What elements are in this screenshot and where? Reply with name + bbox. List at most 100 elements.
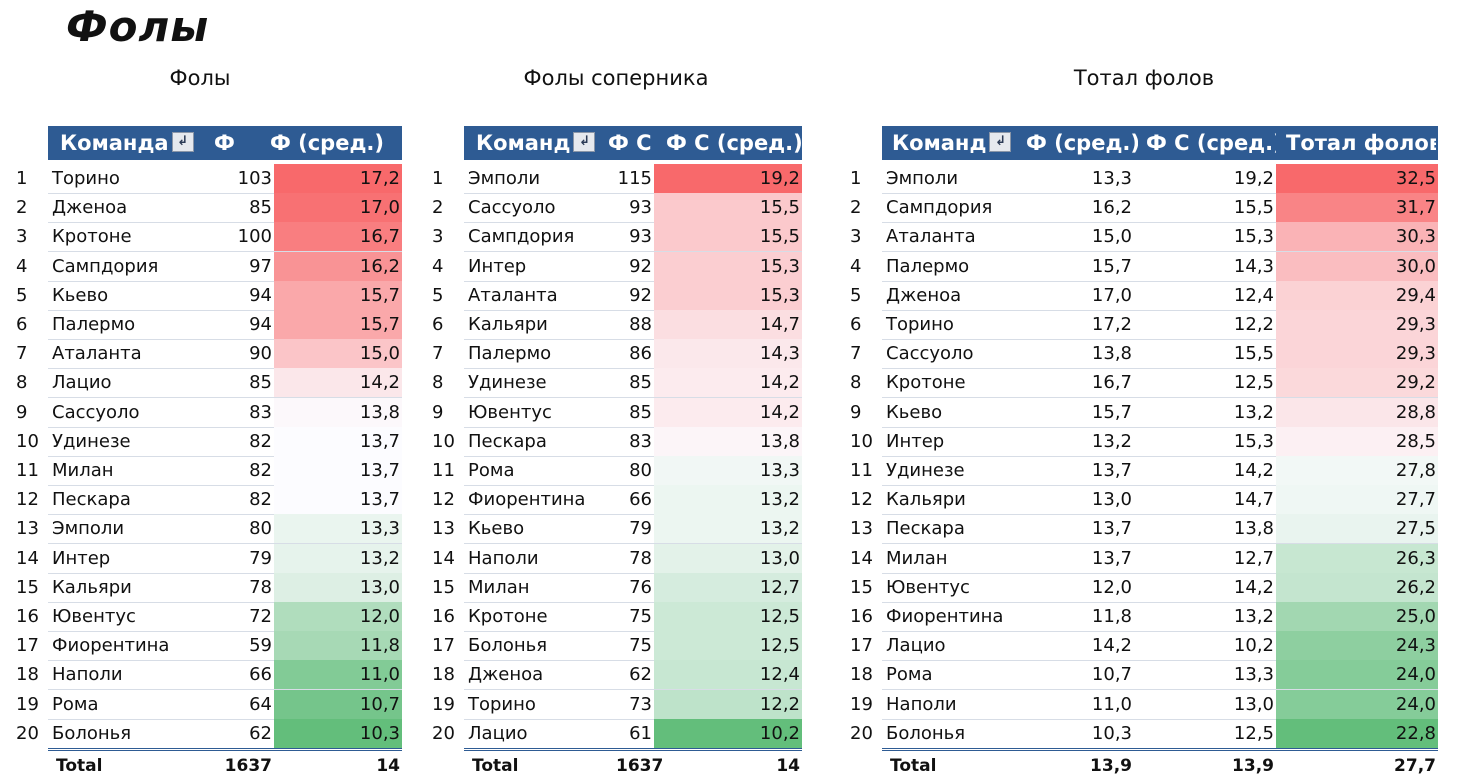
row-rank: 17 — [850, 635, 873, 657]
total-value: 1637 — [616, 756, 664, 776]
row-rank: 6 — [432, 314, 444, 335]
row-rank: 13 — [850, 518, 873, 540]
table-row: Кьево 94 15,7 — [48, 280, 402, 311]
team-name-cell: Лацио — [52, 372, 112, 394]
column-header-team[interactable]: Команд ↲ — [476, 126, 606, 160]
value-cell: 85 — [629, 372, 652, 394]
team-name-cell: Торино — [468, 693, 536, 715]
row-rank: 14 — [16, 547, 39, 569]
value-cell: 12,0 — [1091, 576, 1132, 598]
value-cell: 14,2 — [1233, 460, 1274, 481]
table-row: Милан 13,7 12,7 26,3 — [882, 543, 1438, 574]
table-row: Рома 80 13,3 — [464, 456, 802, 486]
filter-dropdown-icon[interactable]: ↲ — [989, 132, 1012, 152]
table-row: Эмполи 115 19,2 — [464, 164, 802, 194]
data-table: Команд ↲ Ф (сред.) Ф С (сред.) Тотал фолов 1 Э… — [850, 126, 1438, 776]
heat-value-cell: 13,3 — [274, 514, 402, 544]
table-row: Удинезе 82 13,7 — [48, 426, 402, 457]
value-cell: 75 — [629, 635, 652, 657]
table-row: Аталанта 92 15,3 — [464, 280, 802, 311]
table-row: Лацио 61 10,2 — [464, 718, 802, 749]
value-cell: 100 — [237, 226, 272, 248]
table-row: Кальяри 78 13,0 — [48, 572, 402, 603]
column-header-label: Тотал фолов — [1286, 131, 1436, 155]
value-cell: 13,8 — [1233, 518, 1274, 540]
row-rank: 10 — [432, 430, 455, 452]
team-name-cell: Кротоне — [886, 372, 966, 394]
table-row: Интер 92 15,3 — [464, 251, 802, 282]
total-value: 13,9 — [1090, 756, 1132, 776]
value-cell: 13,2 — [1233, 401, 1274, 423]
filter-dropdown-icon[interactable]: ↲ — [573, 132, 596, 152]
heat-value-cell: 10,2 — [654, 718, 802, 748]
heat-value-cell: 12,7 — [654, 572, 802, 602]
value-cell: 19,2 — [1233, 168, 1274, 189]
heat-value-cell: 12,4 — [654, 660, 802, 690]
row-rank: 9 — [850, 401, 862, 423]
heat-value-cell: 27,5 — [1276, 514, 1438, 544]
value-cell: 15,3 — [1233, 226, 1274, 248]
table-row: Ювентус 72 12,0 — [48, 602, 402, 632]
value-cell: 15,5 — [1233, 343, 1274, 365]
heat-value-cell: 13,0 — [654, 543, 802, 573]
value-cell: 76 — [629, 576, 652, 598]
table-row: Дженоа 85 17,0 — [48, 193, 402, 224]
team-name-cell: Торино — [886, 314, 954, 335]
row-rank: 16 — [16, 606, 39, 627]
table-row: Сампдория 93 15,5 — [464, 222, 802, 253]
team-name-cell: Палермо — [468, 343, 552, 365]
heat-value-cell: 11,8 — [274, 631, 402, 661]
table-row: Фиорентина 11,8 13,2 25,0 — [882, 602, 1438, 632]
team-name-cell: Торино — [52, 168, 120, 189]
value-cell: 64 — [249, 693, 272, 715]
value-cell: 15,7 — [1091, 255, 1132, 277]
value-cell: 12,7 — [1233, 547, 1274, 569]
team-name-cell: Дженоа — [886, 284, 962, 306]
table-row: Сампдория 16,2 15,5 31,7 — [882, 193, 1438, 224]
team-name-cell: Рома — [468, 460, 515, 481]
value-cell: 13,0 — [1233, 693, 1274, 715]
table-row: Болонья 75 12,5 — [464, 631, 802, 662]
team-name-cell: Кальяри — [886, 489, 966, 511]
value-cell: 62 — [629, 664, 652, 686]
heat-value-cell: 16,7 — [274, 222, 402, 252]
column-header-label: Ф С (сред.) — [666, 131, 802, 155]
value-cell: 13,3 — [1233, 664, 1274, 686]
table-row: Кротоне 16,7 12,5 29,2 — [882, 368, 1438, 399]
value-cell: 10,7 — [1091, 664, 1132, 686]
row-rank: 2 — [432, 197, 444, 219]
table-row: Кьево 79 13,2 — [464, 514, 802, 545]
heat-value-cell: 12,2 — [654, 689, 802, 719]
row-rank: 2 — [16, 197, 28, 219]
table-row: Кальяри 88 14,7 — [464, 310, 802, 340]
value-cell: 92 — [629, 284, 652, 306]
column-header-team[interactable]: Команд ↲ — [892, 126, 1028, 160]
value-cell: 93 — [629, 226, 652, 248]
team-name-cell: Лацио — [468, 722, 528, 744]
value-cell: 11,0 — [1091, 693, 1132, 715]
team-name-cell: Кальяри — [468, 314, 548, 335]
table-row: Палермо 94 15,7 — [48, 310, 402, 340]
value-cell: 17,0 — [1091, 284, 1132, 306]
value-cell: 88 — [629, 314, 652, 335]
value-cell: 13,7 — [1091, 460, 1132, 481]
table-row: Сассуоло 83 13,8 — [48, 397, 402, 428]
heat-value-cell: 12,0 — [274, 602, 402, 631]
value-cell: 13,2 — [1233, 606, 1274, 627]
team-name-cell: Кротоне — [468, 606, 548, 627]
row-rank: 17 — [432, 635, 455, 657]
value-cell: 90 — [249, 343, 272, 365]
heat-value-cell: 13,2 — [654, 485, 802, 515]
table-row: Фиорентина 59 11,8 — [48, 631, 402, 662]
value-cell: 13,3 — [1091, 168, 1132, 189]
value-cell: 93 — [629, 197, 652, 219]
column-header-team[interactable]: Команда ↲ — [60, 126, 220, 160]
team-name-cell: Удинезе — [468, 372, 547, 394]
team-name-cell: Интер — [52, 547, 111, 569]
heat-value-cell: 14,7 — [654, 310, 802, 339]
table-row: Ювентус 85 14,2 — [464, 397, 802, 428]
table-row: Сампдория 97 16,2 — [48, 251, 402, 282]
filter-dropdown-icon[interactable]: ↲ — [171, 132, 194, 152]
heat-value-cell: 13,7 — [274, 456, 402, 485]
